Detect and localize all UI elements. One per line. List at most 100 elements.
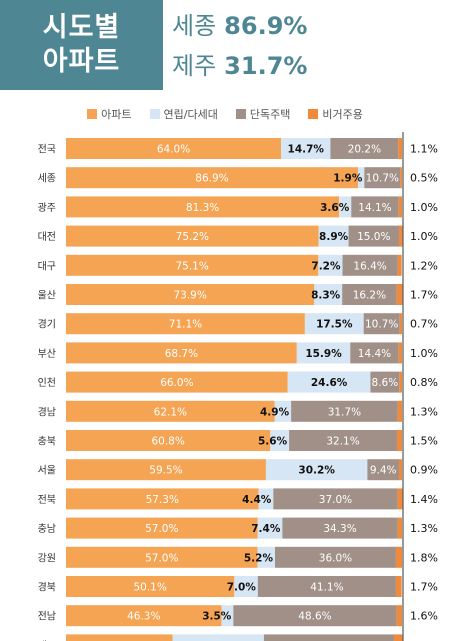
category-label: 경남 (38, 405, 56, 418)
category-label: 전남 (38, 611, 56, 623)
category-label: 인천 (38, 377, 56, 389)
title-line-1: 시도별 (42, 12, 121, 43)
legend-item-detached: 단독주택 (235, 106, 290, 122)
legend-label-apartment: 아파트 (101, 108, 132, 121)
bar-segment-detached (263, 634, 394, 641)
bar-segment-nonres (395, 546, 402, 568)
bar-segment-apartment (66, 138, 282, 159)
data-label-detached: 14.1% (358, 202, 391, 214)
data-label-detached: 8.6% (372, 377, 399, 389)
data-label-nonres: 1.3% (410, 522, 438, 535)
data-label-multiplex: 3.6% (320, 202, 350, 214)
data-label-nonres: 1.3% (410, 405, 438, 418)
bar-segment-multiplex (339, 196, 352, 218)
category-label: 광주 (38, 202, 56, 214)
data-label-detached: 10.7% (365, 319, 398, 331)
title-line-2: 아파트 (42, 46, 121, 77)
data-label-detached: 38.7% (312, 640, 345, 641)
data-label-multiplex: 7.2% (311, 260, 341, 272)
data-label-apartment: 59.5% (149, 465, 182, 477)
data-label-detached: 32.1% (326, 436, 359, 448)
category-label: 제주 (38, 640, 56, 641)
legend-label-multiplex: 연립/다세대 (163, 108, 218, 121)
data-label-nonres: 1.7% (410, 289, 438, 302)
bar-segment-nonres (396, 284, 403, 305)
data-label-apartment: 46.3% (127, 611, 160, 623)
legend-item-multiplex: 연립/다세대 (149, 106, 218, 122)
data-label-nonres: 0.7% (410, 318, 438, 331)
bar-segment-nonres (398, 196, 402, 218)
data-label-nonres: 0.5% (410, 172, 438, 185)
data-label-nonres: 1.8% (410, 551, 438, 564)
bar-segment-detached (370, 371, 400, 393)
data-label-detached: 10.7% (366, 173, 399, 185)
data-label-multiplex: 7.0% (227, 582, 257, 594)
bar-segment-detached (282, 517, 398, 539)
bar-segment-apartment (66, 488, 259, 510)
bar-segment-detached (351, 196, 399, 218)
bar-segment-multiplex (257, 517, 283, 539)
data-label-multiplex: 27.2% (200, 640, 237, 641)
data-label-apartment: 50.1% (133, 582, 166, 594)
bar-segment-apartment (66, 400, 275, 422)
data-label-nonres: 1.4% (410, 493, 438, 506)
legend-swatch-multiplex (149, 109, 160, 119)
bar-segment-multiplex (234, 576, 258, 597)
data-label-multiplex: 8.9% (319, 231, 349, 243)
data-label-detached: 34.3% (323, 523, 356, 535)
bar-segment-apartment (66, 634, 173, 641)
legend-swatch-apartment (87, 109, 98, 119)
data-label-detached: 16.2% (353, 290, 386, 302)
bar-segment-multiplex (270, 430, 290, 451)
data-label-nonres: 1.2% (410, 259, 438, 272)
data-label-detached: 15.0% (357, 231, 390, 243)
data-label-nonres: 1.7% (410, 581, 438, 594)
bar-segment-multiplex (281, 138, 331, 159)
data-label-multiplex: 17.5% (316, 319, 353, 331)
bar-segment-apartment (66, 313, 305, 335)
bar-segment-detached (364, 167, 401, 189)
bar-segment-detached (289, 430, 397, 451)
bar-segment-detached (330, 138, 399, 159)
data-label-detached: 48.6% (298, 611, 331, 623)
category-label: 부산 (38, 348, 56, 360)
category-label: 울산 (38, 290, 56, 302)
legend-item-nonres: 비거주용 (308, 106, 363, 122)
data-label-nonres: 1.1% (410, 143, 438, 156)
highlight-1: 세종 86.9% (172, 6, 307, 46)
bar-segment-nonres (400, 167, 402, 189)
data-label-detached: 9.4% (370, 465, 397, 477)
bar-segment-nonres (397, 254, 402, 276)
bar-segment-nonres (397, 488, 403, 510)
bar-segment-nonres (399, 371, 402, 393)
bar-segment-multiplex (357, 167, 365, 189)
data-label-multiplex: 8.3% (311, 290, 341, 302)
bar-segment-nonres (396, 430, 402, 451)
bar-segment-detached (342, 284, 397, 305)
bar-segment-multiplex (172, 634, 264, 641)
bar-segment-detached (274, 546, 396, 568)
bar-segment-detached (367, 459, 399, 481)
legend: 아파트 연립/다세대 단독주택 비거주용 (0, 106, 450, 122)
bar-segment-apartment (66, 459, 266, 481)
data-label-apartment: 57.0% (145, 523, 178, 535)
header: 시도별 아파트 세종 86.9% 제주 31.7% (0, 0, 450, 90)
data-label-nonres: 0.9% (410, 464, 438, 477)
highlight-2-region: 제주 (172, 52, 217, 80)
highlight-1-value: 86.9% (224, 12, 308, 40)
data-label-detached: 31.7% (328, 406, 361, 418)
bar-segment-nonres (399, 313, 402, 335)
category-label: 충남 (38, 523, 56, 535)
bar-segment-multiplex (314, 284, 343, 305)
bar-segment-detached (291, 400, 398, 422)
category-label: 세종 (38, 173, 56, 185)
data-label-multiplex: 14.7% (288, 144, 325, 156)
data-label-multiplex: 4.9% (260, 406, 290, 418)
data-label-detached: 20.2% (348, 144, 381, 156)
data-label-apartment: 64.0% (157, 144, 190, 156)
data-label-apartment: 86.9% (195, 173, 228, 185)
data-label-apartment: 71.1% (169, 319, 202, 331)
highlight-2-value: 31.7% (224, 52, 308, 80)
data-label-apartment: 81.3% (186, 202, 219, 214)
data-label-apartment: 57.3% (146, 494, 179, 506)
